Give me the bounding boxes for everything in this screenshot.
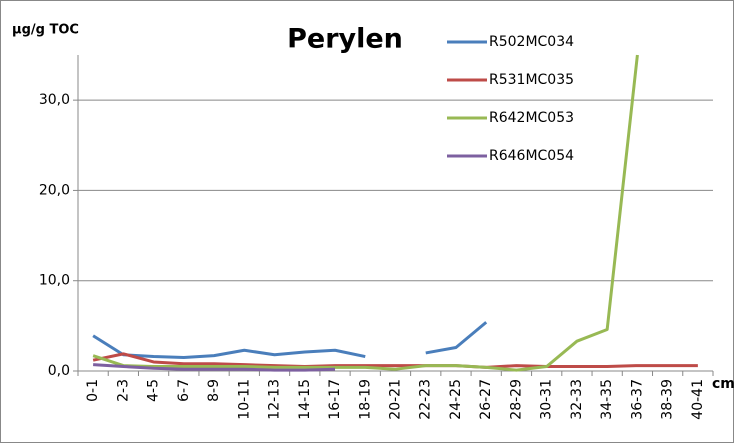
x-tick-label: 12-13 xyxy=(267,379,283,420)
y-tick-label: 20,0 xyxy=(39,182,70,198)
x-tick-label: 32-33 xyxy=(569,379,585,420)
legend-label: R502MC034 xyxy=(489,34,574,50)
x-tick-label: 0-1 xyxy=(85,379,101,402)
series-line xyxy=(92,54,639,372)
chart-title: Perylen xyxy=(287,24,403,55)
x-tick-label: 22-23 xyxy=(418,379,434,420)
x-tick-label: 26-27 xyxy=(478,379,494,420)
x-tick-label: 40-41 xyxy=(690,379,706,420)
legend-label: R531MC035 xyxy=(489,72,574,88)
x-tick-label: 28-29 xyxy=(508,379,524,420)
y-tick-label: 0,0 xyxy=(48,363,70,379)
x-tick-label: 38-39 xyxy=(660,379,676,420)
y-tick-label: 10,0 xyxy=(39,273,70,289)
y-tick-label: 30,0 xyxy=(39,92,70,108)
x-tick-label: 2-3 xyxy=(115,379,131,402)
x-tick-label: 34-35 xyxy=(599,379,615,420)
x-axis-label: cm xyxy=(712,376,734,392)
x-tick-label: 14-15 xyxy=(297,379,313,420)
x-tick-label: 8-9 xyxy=(206,379,222,402)
x-tick-label: 30-31 xyxy=(539,379,555,420)
x-tick-label: 18-19 xyxy=(357,379,373,420)
legend-label: R642MC053 xyxy=(489,110,574,126)
y-axis-label: µg/g TOC xyxy=(12,23,79,38)
x-tick-label: 20-21 xyxy=(388,379,404,420)
series-line xyxy=(93,363,336,372)
x-tick-label: 4-5 xyxy=(146,379,162,402)
x-tick-label: 24-25 xyxy=(448,379,464,420)
x-tick-label: 6-7 xyxy=(176,379,192,402)
x-tick-label: 16-17 xyxy=(327,379,343,420)
series-line xyxy=(92,321,488,359)
series-line xyxy=(92,352,698,369)
x-tick-label: 36-37 xyxy=(629,379,645,420)
x-tick-label: 10-11 xyxy=(236,379,252,420)
legend-label: R646MC054 xyxy=(489,148,574,164)
